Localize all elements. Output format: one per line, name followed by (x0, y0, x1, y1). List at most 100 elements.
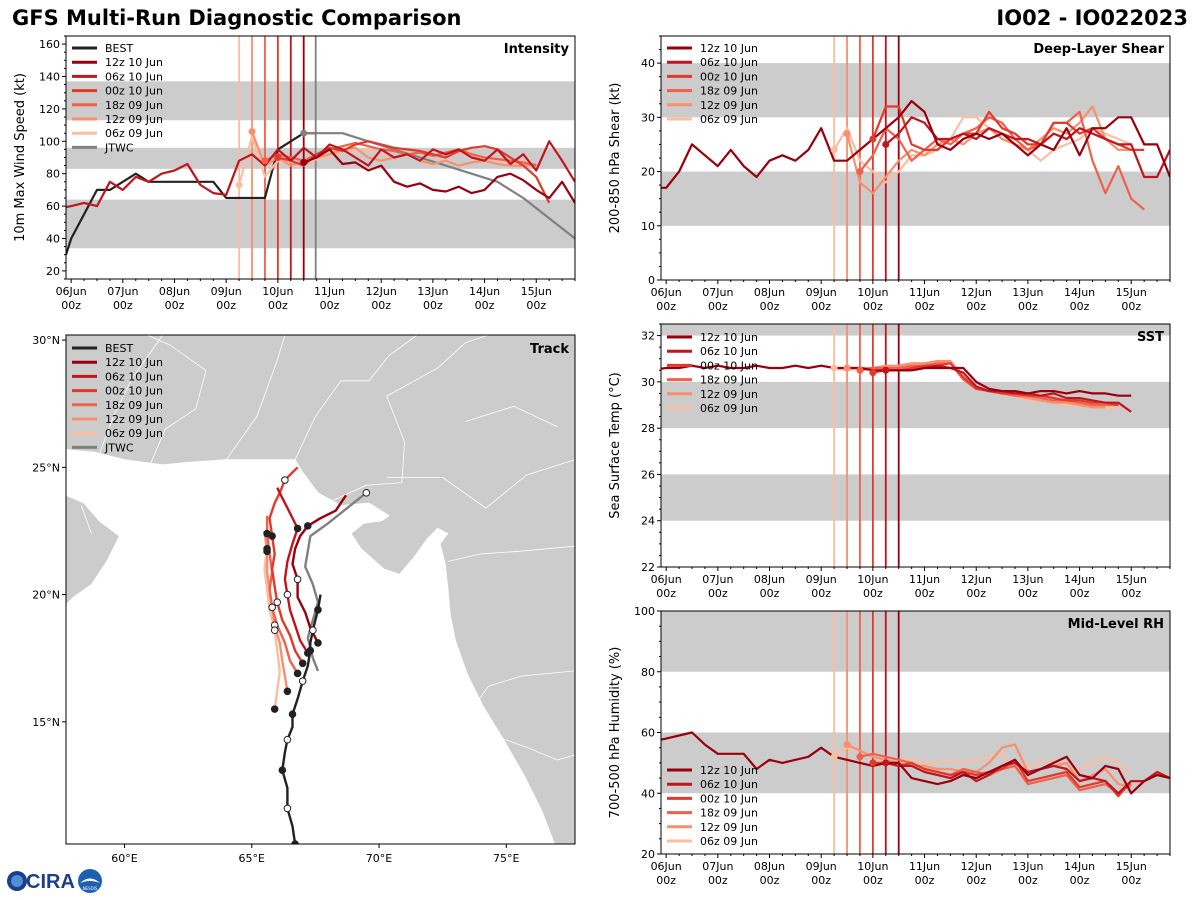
init-point (830, 364, 838, 372)
x-tick-hour-label: 00z (475, 299, 495, 312)
x-tick-label: 14Jun (1064, 573, 1095, 586)
border-line (475, 670, 575, 705)
x-tick-label: 06Jun (651, 860, 682, 873)
x-tick-hour-label: 00z (61, 299, 81, 312)
y-tick-label: 32 (641, 330, 655, 343)
x-tick-hour-label: 00z (760, 300, 780, 313)
y-tick-label: 100 (39, 135, 60, 148)
track-marker (283, 590, 292, 599)
x-tick-label: 11Jun (909, 286, 940, 299)
border-line (465, 405, 558, 427)
forecast-track-line (268, 466, 304, 664)
threshold-band (661, 324, 1170, 336)
legend-label: 12z 09 Jun (700, 99, 758, 112)
x-tick-hour-label: 00z (966, 587, 986, 600)
legend-label: 18z 09 Jun (700, 807, 758, 820)
legend-label: 12z 09 Jun (700, 388, 758, 401)
legend-label: 06z 09 Jun (105, 127, 163, 140)
lat-tick-label: 30°N (32, 334, 60, 347)
x-tick-label: 09Jun (806, 860, 837, 873)
y-tick-label: 100 (634, 605, 655, 618)
x-tick-hour-label: 00z (1121, 874, 1141, 887)
y-axis-label: 200-850 hPa Shear (kt) (608, 83, 623, 234)
plot-area (647, 36, 1170, 280)
legend-label: JTWC (104, 441, 134, 454)
x-tick-hour-label: 00z (708, 300, 728, 313)
y-tick-label: 40 (641, 57, 655, 70)
forecast-track-line (291, 494, 347, 644)
init-point (248, 128, 256, 136)
x-tick-label: 13Jun (1012, 573, 1043, 586)
logo-text: CIRA (26, 871, 75, 893)
best-track-marker (283, 804, 292, 813)
y-tick-label: 24 (641, 515, 655, 528)
best-track-marker (314, 606, 322, 614)
threshold-band (661, 171, 1170, 226)
init-point (882, 140, 890, 148)
init-point (261, 157, 269, 165)
track-marker (298, 659, 307, 668)
x-tick-hour-label: 00z (811, 587, 831, 600)
x-tick-hour-label: 00z (216, 299, 236, 312)
threshold-band (66, 199, 575, 249)
init-point (843, 130, 851, 138)
legend-label: 18z 09 Jun (700, 85, 758, 98)
border-line (490, 734, 575, 761)
lat-tick-label: 25°N (32, 461, 60, 474)
best-track-marker (298, 677, 307, 685)
legend-label: 12z 10 Jun (700, 764, 758, 777)
x-tick-hour-label: 00z (371, 299, 391, 312)
series-line (859, 110, 1145, 211)
legend-label: 18z 09 Jun (700, 374, 758, 387)
track-marker (293, 524, 302, 533)
border-line (80, 505, 92, 534)
legend-label: JTWC (104, 141, 134, 154)
best-track-marker (283, 735, 292, 744)
x-tick-label: 15Jun (521, 285, 552, 298)
x-tick-label: 12Jun (961, 573, 992, 586)
intensity-panel: 2040608010012014016006Jun00z07Jun00z08Ju… (13, 35, 576, 312)
x-tick-label: 07Jun (702, 860, 733, 873)
logo-globe-inner-icon (11, 875, 23, 887)
x-tick-label: 06Jun (651, 573, 682, 586)
x-tick-hour-label: 00z (863, 874, 883, 887)
y-tick-label: 60 (46, 200, 60, 213)
legend-label: 06z 09 Jun (700, 113, 758, 126)
x-tick-hour-label: 00z (526, 299, 546, 312)
x-tick-label: 13Jun (1012, 286, 1043, 299)
storm-id: IO02 - IO022023 (996, 6, 1188, 30)
x-tick-label: 09Jun (806, 573, 837, 586)
x-tick-hour-label: 00z (113, 299, 133, 312)
y-tick-label: 20 (641, 166, 655, 179)
init-point (647, 184, 654, 191)
y-tick-label: 160 (39, 38, 60, 51)
track-marker (314, 639, 322, 647)
y-tick-label: 80 (46, 168, 60, 181)
track-marker (273, 598, 282, 607)
series-line (885, 761, 1170, 795)
x-tick-label: 10Jun (857, 286, 888, 299)
jtwc-init-point (300, 129, 308, 137)
panel-title: Mid-Level RH (1068, 617, 1164, 632)
x-tick-label: 15Jun (1116, 573, 1147, 586)
x-tick-hour-label: 00z (1018, 874, 1038, 887)
x-tick-label: 14Jun (1064, 286, 1095, 299)
x-tick-label: 10Jun (262, 285, 293, 298)
best-track-marker (291, 840, 299, 844)
legend-label: 00z 10 Jun (700, 70, 758, 83)
x-tick-hour-label: 00z (268, 299, 288, 312)
track-marker (281, 476, 289, 484)
legend-label: 12z 09 Jun (105, 113, 163, 126)
series-line (661, 99, 1170, 189)
x-tick-label: 08Jun (754, 573, 785, 586)
forecast-track-line (263, 530, 289, 692)
x-tick-hour-label: 00z (966, 874, 986, 887)
y-tick-label: 10 (641, 220, 655, 233)
x-tick-hour-label: 00z (760, 874, 780, 887)
init-point (856, 366, 864, 374)
land-arabia (66, 494, 120, 606)
x-tick-label: 12Jun (366, 285, 397, 298)
border-line (147, 335, 207, 465)
threshold-band (661, 474, 1170, 521)
init-point (856, 753, 864, 761)
